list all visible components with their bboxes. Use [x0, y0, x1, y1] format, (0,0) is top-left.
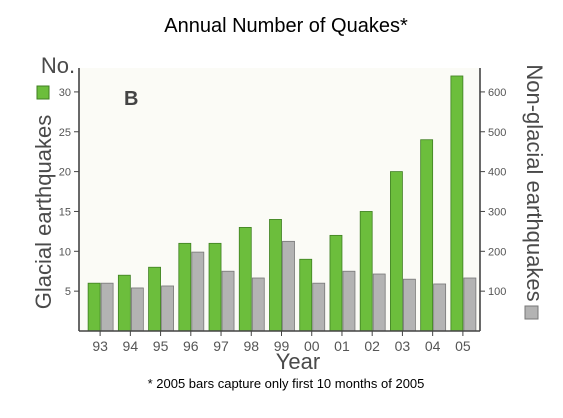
x-tick-label: 01 — [334, 338, 350, 354]
bar-glacial — [299, 258, 313, 332]
bar-glacial — [87, 282, 101, 332]
left-tick-label: 5 — [65, 286, 71, 298]
bar-nonglacial — [221, 270, 235, 332]
left-axis-label: Glacial earthquakes — [31, 115, 56, 309]
bar-nonglacial — [463, 277, 477, 332]
x-tick-label: 02 — [364, 338, 380, 354]
bar-nonglacial — [100, 282, 114, 332]
bar-group — [87, 75, 477, 332]
bar-glacial — [329, 234, 343, 332]
panel-label: B — [124, 88, 138, 110]
left-tick-label: 25 — [59, 127, 71, 139]
x-tick-label: 03 — [395, 338, 411, 354]
bar-glacial — [178, 242, 192, 332]
right-tick-label: 200 — [488, 246, 506, 258]
right-axis-label: Non-glacial earthquakes — [522, 64, 547, 301]
left-tick-label: 20 — [59, 167, 71, 179]
x-tick-label: 99 — [274, 338, 290, 354]
axes: 93 94 95 96 97 98 99 00 01 02 03 04 05 5 10 15 20 25 30 100… — [59, 68, 506, 354]
bar-nonglacial — [403, 278, 416, 332]
x-tick-label: 94 — [123, 338, 139, 354]
x-tick-label: 05 — [455, 338, 471, 354]
bar-glacial — [148, 266, 161, 332]
x-tick-label: 04 — [425, 338, 441, 354]
chart-title: Annual Number of Quakes* — [164, 15, 408, 37]
footnote: * 2005 bars capture only first 10 months… — [148, 376, 425, 391]
right-tick-label: 400 — [488, 167, 506, 179]
bar-glacial — [420, 139, 434, 332]
bar-nonglacial — [372, 273, 386, 332]
bar-glacial — [238, 226, 252, 332]
bar-glacial — [269, 219, 282, 332]
bar-nonglacial — [161, 285, 174, 332]
right-tick-label: 500 — [488, 127, 506, 139]
x-tick-label: 96 — [183, 338, 199, 354]
left-tick-label: 15 — [59, 206, 71, 218]
bar-nonglacial — [433, 283, 447, 332]
x-tick-label: 93 — [92, 338, 108, 354]
legend-swatch-nonglacial — [524, 305, 539, 320]
x-tick-label: 95 — [153, 338, 169, 354]
left-tick-label: 30 — [59, 87, 71, 99]
bar-nonglacial — [282, 240, 295, 332]
right-tick-label: 300 — [488, 206, 506, 218]
bar-glacial — [450, 75, 464, 332]
right-tick-label: 600 — [488, 87, 506, 99]
legend-swatch-glacial — [36, 85, 50, 100]
bar-nonglacial — [251, 277, 265, 332]
bar-glacial — [208, 242, 222, 332]
bar-nonglacial — [191, 251, 205, 332]
bar-glacial — [359, 211, 373, 332]
left-tick-label: 10 — [59, 246, 71, 258]
bar-glacial — [117, 274, 131, 332]
left-axis-unit-label: No. — [41, 53, 75, 78]
bar-nonglacial — [342, 270, 356, 332]
right-tick-label: 100 — [488, 286, 506, 298]
x-axis-label: Year — [276, 349, 320, 374]
x-tick-label: 97 — [213, 338, 229, 354]
x-tick-label: 98 — [243, 338, 259, 354]
x-tick-label: 00 — [304, 338, 320, 354]
bar-nonglacial — [312, 282, 326, 332]
bar-nonglacial — [130, 287, 144, 332]
bar-glacial — [390, 171, 403, 332]
